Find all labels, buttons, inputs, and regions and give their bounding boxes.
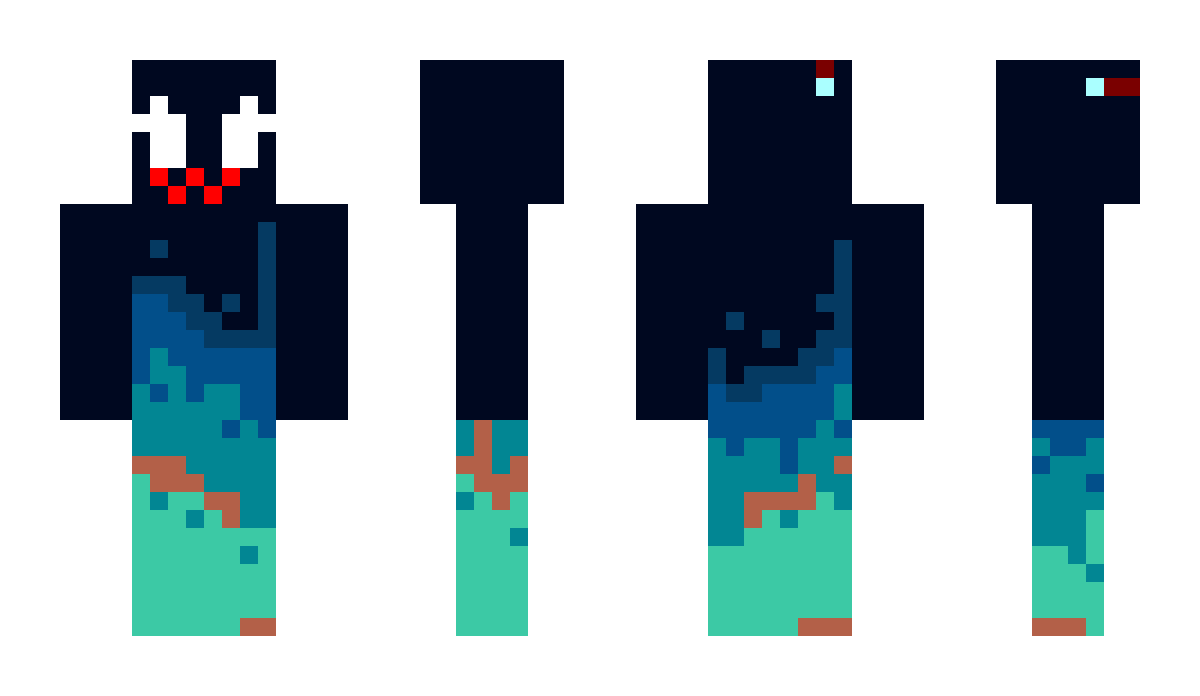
back-legs — [708, 420, 852, 636]
front-torso — [132, 204, 276, 420]
front-head — [132, 60, 276, 204]
side-left-torso — [456, 204, 528, 420]
back-head — [708, 60, 852, 204]
front-legs — [132, 420, 276, 636]
side-left-legs — [456, 420, 528, 636]
back-left-arm — [636, 204, 708, 420]
side-right-torso — [1032, 204, 1104, 420]
side-right-head — [996, 60, 1140, 204]
side-right-legs — [1032, 420, 1104, 636]
back-right-arm — [852, 204, 924, 420]
front-left-arm — [60, 204, 132, 420]
front-right-arm — [276, 204, 348, 420]
back-torso — [708, 204, 852, 420]
side-left-head — [420, 60, 564, 204]
